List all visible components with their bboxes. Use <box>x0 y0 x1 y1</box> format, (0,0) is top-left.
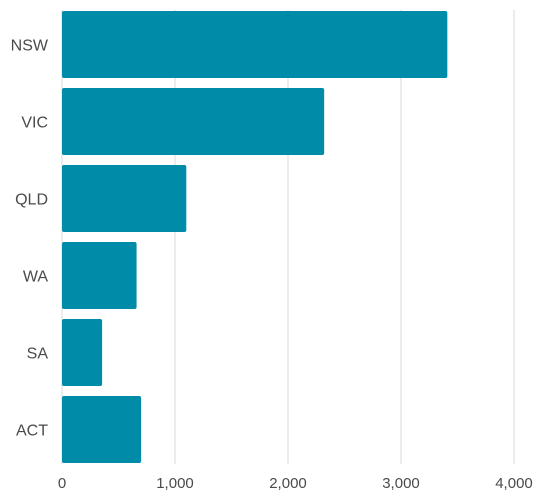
category-labels: NSW VIC QLD WA SA ACT <box>11 38 49 440</box>
gridlines <box>61 10 515 464</box>
category-label-sa: SA <box>27 346 49 363</box>
bars <box>62 11 448 463</box>
x-tick-label: 3,000 <box>382 475 420 492</box>
bar-act <box>62 396 142 463</box>
category-label-vic: VIC <box>21 115 48 132</box>
x-tick-label: 1,000 <box>156 475 194 492</box>
x-tick-label: 4,000 <box>495 475 533 492</box>
bar-sa <box>62 319 103 386</box>
category-label-nsw: NSW <box>11 38 49 55</box>
bar-qld <box>62 165 187 232</box>
category-label-wa: WA <box>23 269 49 286</box>
bar-wa <box>62 242 137 309</box>
category-label-act: ACT <box>16 423 48 440</box>
bar-vic <box>62 88 325 155</box>
category-label-qld: QLD <box>15 192 48 209</box>
x-axis-tick-labels: 0 1,000 2,000 3,000 4,000 <box>58 475 533 492</box>
x-tick-label: 0 <box>58 475 66 492</box>
bar-nsw <box>62 11 448 78</box>
x-tick-label: 2,000 <box>269 475 307 492</box>
